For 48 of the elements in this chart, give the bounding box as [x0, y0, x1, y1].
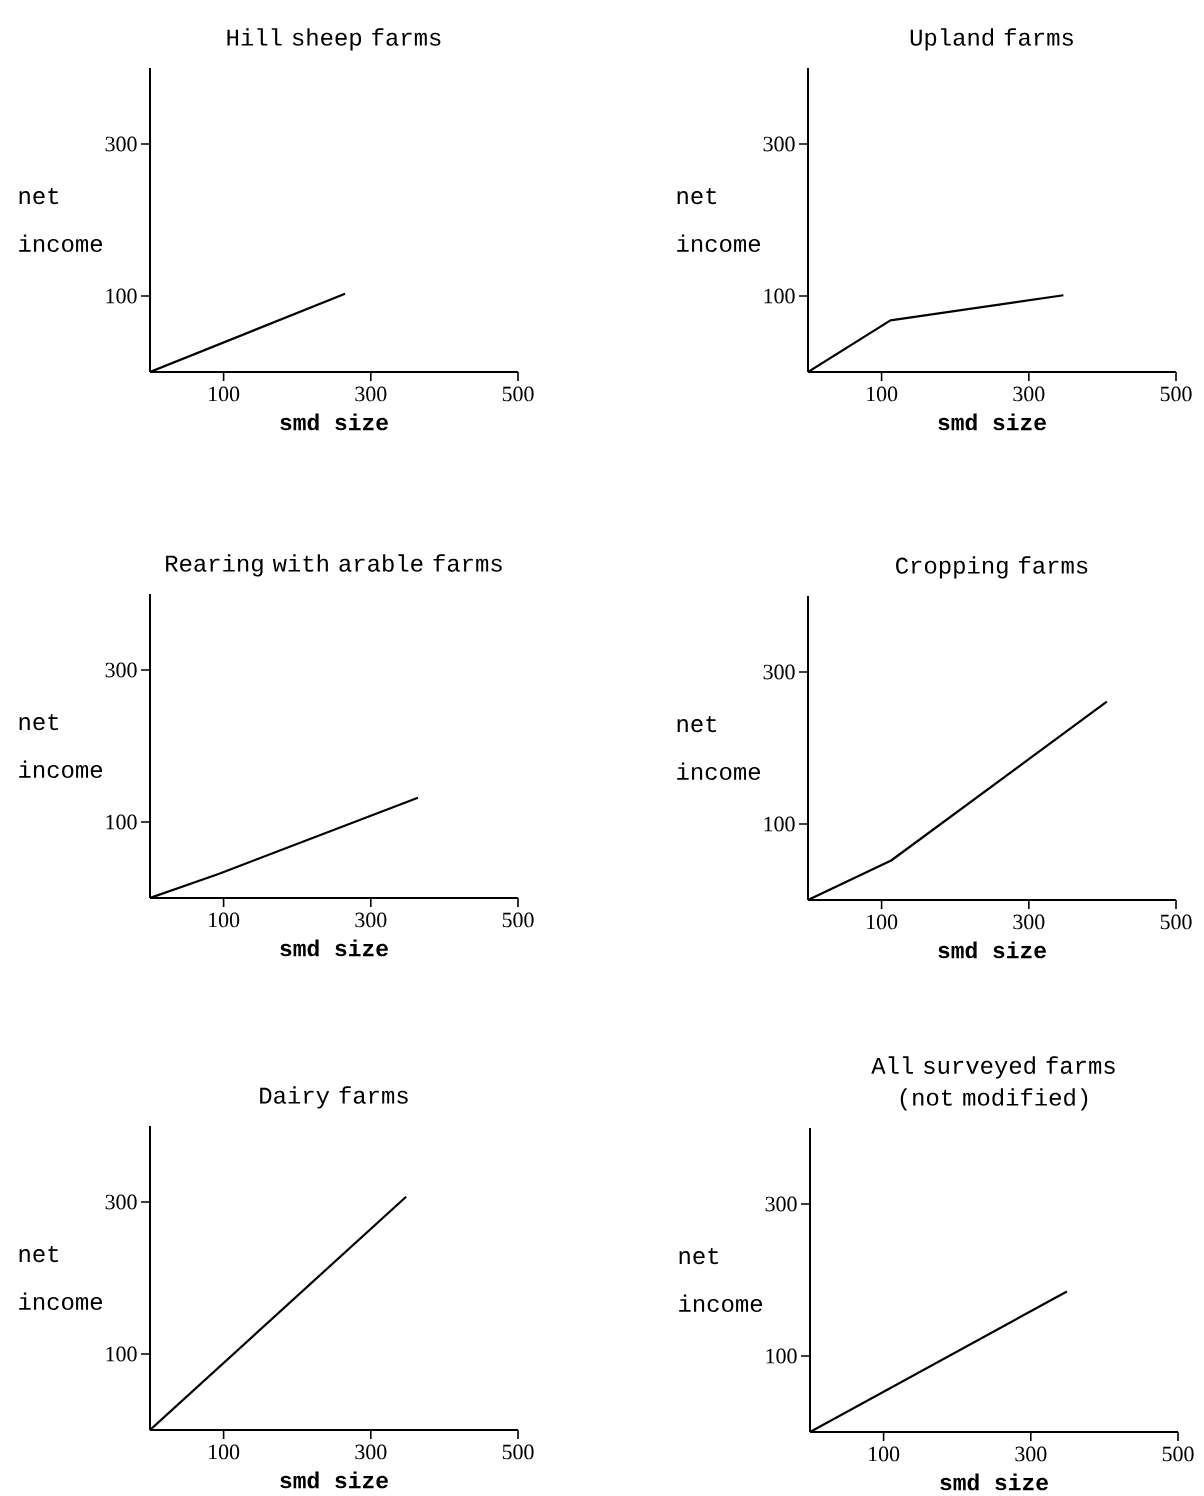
y-tick-label: 300 [763, 664, 795, 680]
y-tick-label: 300 [765, 1196, 797, 1212]
x-axis-title: smd size [940, 1473, 1048, 1491]
x-axis-title: smd size [280, 1471, 388, 1489]
x-tick-label: 500 [502, 912, 534, 928]
chart-title: Hill sheep farms [227, 28, 441, 51]
x-tick-label: 100 [867, 914, 898, 930]
x-axis-title: smd size [938, 941, 1046, 959]
x-tick-label: 500 [1162, 1446, 1194, 1462]
text: net income [677, 188, 761, 252]
text: net income [677, 716, 761, 780]
text: net income [679, 1248, 763, 1313]
x-tick-label: 300 [1015, 1446, 1047, 1462]
x-tick-label: 100 [867, 386, 898, 402]
x-tick-label: 300 [355, 912, 387, 928]
x-axis-title: smd size [938, 413, 1046, 431]
x-tick-label: 500 [1160, 386, 1192, 402]
y-tick-label: 100 [106, 288, 137, 304]
text: net income [19, 188, 103, 252]
x-axis-title: smd size [280, 413, 388, 431]
y-tick-label: 300 [763, 136, 795, 152]
x-tick-label: 300 [1013, 386, 1045, 402]
x-tick-label: 500 [1160, 914, 1192, 930]
chart-title: All surveyed farms (not modified) [871, 1056, 1115, 1111]
x-tick-label: 300 [355, 1444, 387, 1460]
chart-title: Upland farms [910, 28, 1073, 51]
text: net income [19, 1246, 103, 1311]
x-tick-label: 100 [209, 912, 240, 928]
y-tick-label: 300 [105, 662, 137, 678]
y-tick-label: 100 [764, 816, 795, 832]
x-axis-title: smd size [280, 939, 388, 957]
x-tick-label: 500 [502, 386, 534, 402]
y-tick-label: 100 [106, 1346, 137, 1362]
text: net income [19, 714, 103, 778]
y-tick-label: 300 [105, 1194, 137, 1210]
x-tick-label: 300 [1013, 914, 1045, 930]
y-tick-label: 100 [766, 1348, 797, 1364]
x-tick-label: 100 [209, 1444, 240, 1460]
x-tick-label: 300 [355, 386, 387, 402]
x-tick-label: 100 [209, 386, 240, 402]
y-tick-label: 100 [106, 814, 137, 830]
chart-title: Rearing with arable farms [166, 554, 502, 577]
y-tick-label: 100 [764, 288, 795, 304]
chart-title: Cropping farms [896, 556, 1088, 579]
y-tick-label: 300 [105, 136, 137, 152]
chart-title: Dairy farms [260, 1086, 408, 1109]
x-tick-label: 500 [502, 1444, 534, 1460]
x-tick-label: 100 [869, 1446, 900, 1462]
